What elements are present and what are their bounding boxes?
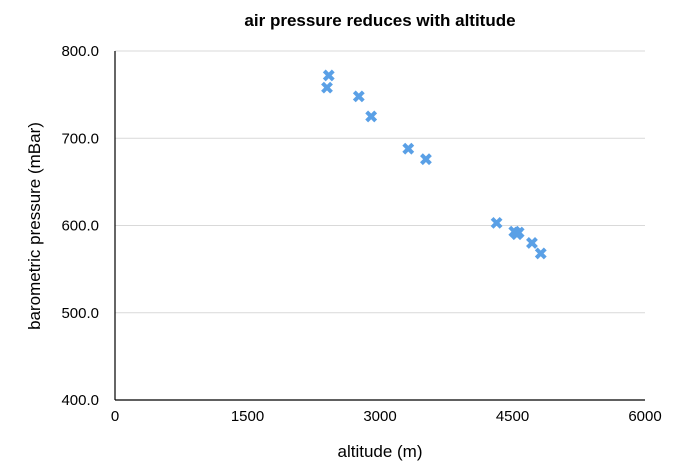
x-axis-label: altitude (m): [337, 442, 422, 461]
y-tick-label: 500.0: [61, 305, 99, 322]
data-point-stroke-b: [322, 69, 335, 82]
data-point-stroke-b: [352, 90, 365, 103]
data-point-stroke-b: [321, 81, 333, 94]
data-point-stroke-b: [526, 237, 538, 249]
data-point: [511, 228, 523, 241]
x-tick-label: 0: [111, 408, 119, 425]
chart-title: air pressure reduces with altitude: [244, 11, 515, 30]
x-tick-label: 4500: [496, 408, 529, 425]
data-point: [322, 69, 335, 82]
y-tick-labels: 400.0 500.0 600.0 700.0 800.0: [61, 43, 99, 409]
y-tick-label: 700.0: [61, 130, 99, 147]
data-point-stroke-b: [490, 216, 503, 229]
data-point: [402, 142, 415, 155]
data-point-stroke-b: [511, 228, 523, 241]
data-point: [526, 237, 538, 249]
data-point: [490, 216, 503, 229]
y-tick-label: 400.0: [61, 392, 99, 409]
data-point-stroke-b: [420, 153, 432, 166]
y-tick-label: 600.0: [61, 218, 99, 235]
x-tick-label: 1500: [231, 408, 264, 425]
x-tick-label: 6000: [628, 408, 661, 425]
data-point: [534, 247, 547, 260]
data-point-stroke-b: [365, 110, 378, 123]
x-tick-labels: 0 1500 3000 4500 6000: [111, 408, 662, 425]
y-axis-label: barometric pressure (mBar): [25, 122, 44, 330]
data-point: [321, 81, 333, 94]
data-point-stroke-b: [402, 142, 415, 155]
data-points: [321, 69, 547, 260]
data-point-stroke-b: [534, 247, 547, 260]
data-point: [365, 110, 378, 123]
data-point: [352, 90, 365, 103]
x-tick-label: 3000: [363, 408, 396, 425]
data-point: [420, 153, 432, 166]
grid-lines: [115, 50, 645, 314]
y-tick-label: 800.0: [61, 43, 99, 60]
